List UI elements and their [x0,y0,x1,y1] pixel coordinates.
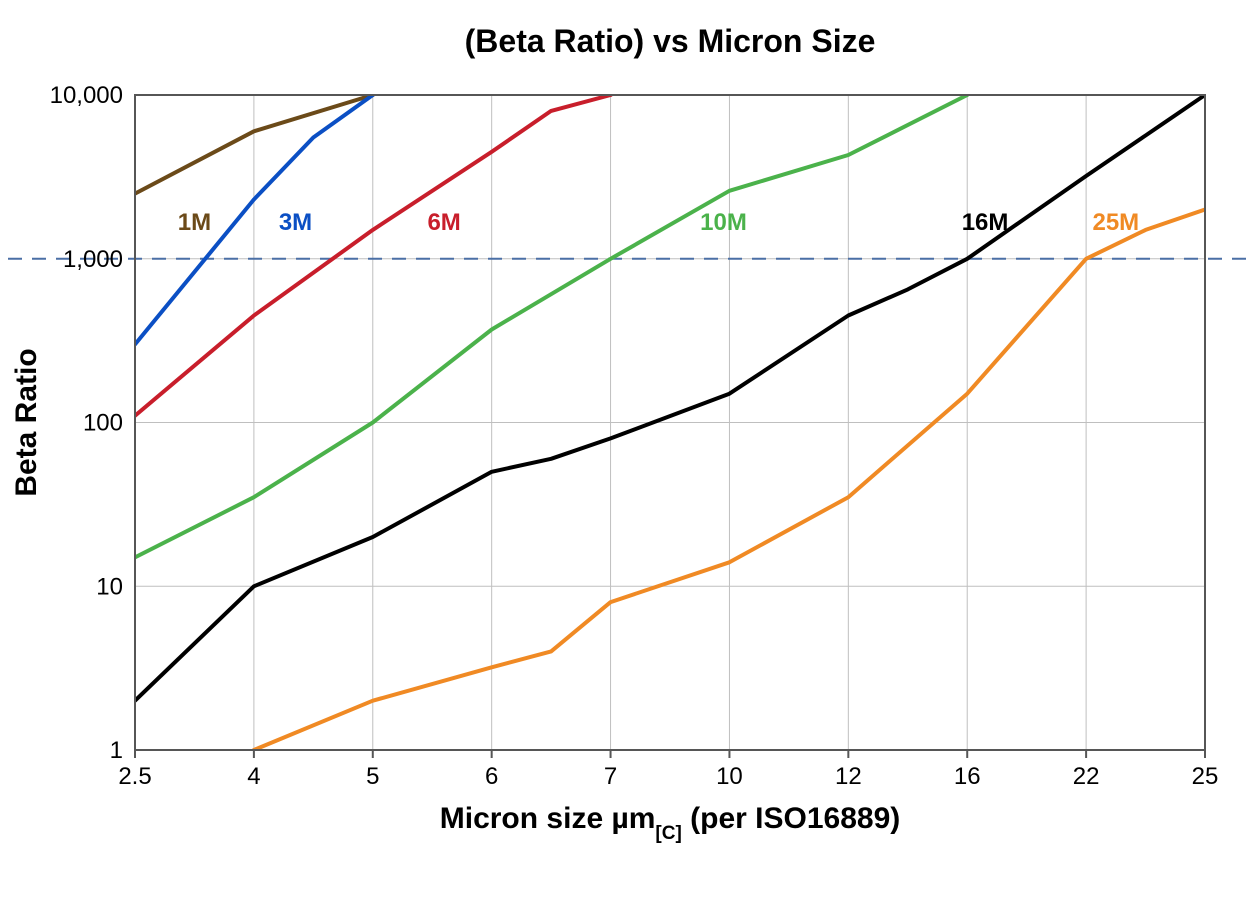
x-tick-label-7: 7 [604,763,617,790]
x-tick-label-10: 10 [716,763,743,790]
series-label-25M: 25M [1092,209,1139,236]
chart-title: (Beta Ratio) vs Micron Size [465,23,876,59]
chart-container: 1M 3M 6M 10M 16M 25M 2.5 4 5 6 7 10 12 16 22 25 1 10 100 1,… [0,0,1259,902]
y-tick-label-100: 100 [83,410,123,437]
y-tick-label-10,000: 10,000 [50,82,123,109]
y-tick-label-1: 1 [110,737,123,764]
x-axis-label-sub: [C] [655,823,681,844]
x-tick-label-6: 6 [485,763,498,790]
series-label-1M: 1M [178,209,211,236]
y-tick-label-10: 10 [96,573,123,600]
series-label-3M: 3M [279,209,312,236]
x-axis-label-main: Micron size µm [440,802,656,835]
x-tick-label-2.5: 2.5 [118,763,151,790]
x-tick-label-5: 5 [366,763,379,790]
series-label-16M: 16M [962,209,1009,236]
x-tick-label-16: 16 [954,763,981,790]
chart-svg: 1M 3M 6M 10M 16M 25M 2.5 4 5 6 7 10 12 16 22 25 1 10 100 1,… [0,0,1259,902]
x-tick-label-12: 12 [835,763,862,790]
x-tick-label-4: 4 [247,763,260,790]
chart-background [0,0,1259,902]
x-axis-label-tail: (per ISO16889) [682,802,900,835]
series-label-10M: 10M [700,209,747,236]
y-tick-label-1,000: 1,000 [63,246,123,273]
y-axis-label: Beta Ratio [10,348,43,496]
series-label-6M: 6M [427,209,460,236]
x-tick-label-22: 22 [1073,763,1100,790]
x-tick-label-25: 25 [1192,763,1219,790]
